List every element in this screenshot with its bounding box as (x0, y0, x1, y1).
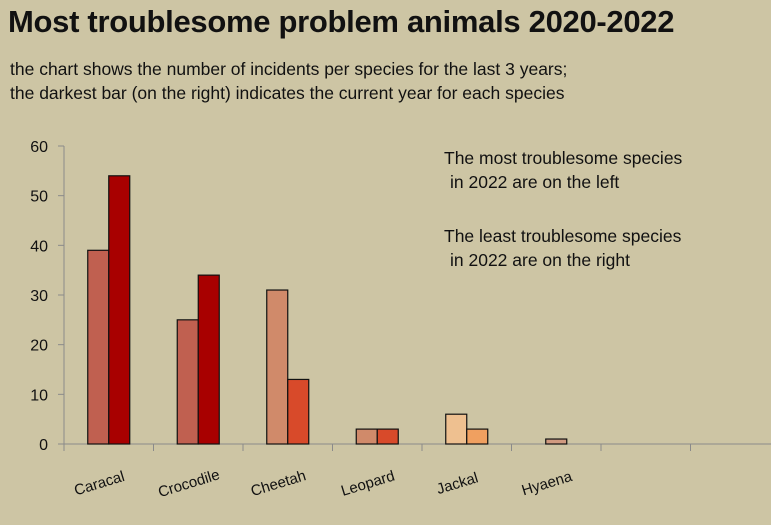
bar-cheetah-2 (287, 378, 310, 445)
bar-leopard-2 (376, 428, 399, 445)
y-tick-label: 40 (30, 238, 48, 255)
y-tick-label: 50 (30, 189, 48, 206)
y-tick-label: 60 (30, 139, 48, 156)
bar-jackal-2 (466, 428, 489, 445)
bar-jackal-1 (445, 413, 468, 445)
x-category-label: Hyaena (520, 468, 575, 500)
x-category-label: Cheetah (249, 467, 308, 500)
bar-caracal-1 (87, 249, 110, 445)
chart-title: Most troublesome problem animals 2020-20… (8, 4, 675, 39)
bar-leopard-1 (355, 428, 378, 445)
chart-subtitle: the chart shows the number of incidents … (10, 57, 567, 105)
x-category-label: Crocodile (156, 466, 222, 501)
subtitle-line-1: the chart shows the number of incidents … (10, 59, 568, 79)
least-note-line-2: in 2022 are on the right (450, 250, 630, 270)
y-tick-label: 10 (30, 387, 48, 404)
y-tick-label: 0 (39, 437, 48, 454)
bar-hyaena-1 (545, 438, 568, 445)
most-note-line-2: in 2022 are on the left (450, 172, 620, 192)
x-category-label: Jackal (435, 469, 481, 498)
x-category-label: Leopard (339, 468, 397, 500)
bar-crocodile-1 (176, 319, 199, 445)
most-troublesome-note: The most troublesome species in 2022 are… (444, 146, 682, 194)
bar-caracal-2 (108, 175, 131, 445)
most-note-line-1: The most troublesome species (444, 148, 683, 168)
least-note-line-1: The least troublesome species (444, 226, 682, 246)
least-troublesome-note: The least troublesome species in 2022 ar… (444, 224, 681, 272)
y-tick-label: 20 (30, 338, 48, 355)
y-tick-label: 30 (30, 288, 48, 305)
bar-crocodile-2 (197, 274, 220, 445)
x-category-label: Caracal (72, 468, 126, 499)
bar-cheetah-1 (266, 289, 289, 445)
subtitle-line-2: the darkest bar (on the right) indicates… (10, 83, 565, 103)
